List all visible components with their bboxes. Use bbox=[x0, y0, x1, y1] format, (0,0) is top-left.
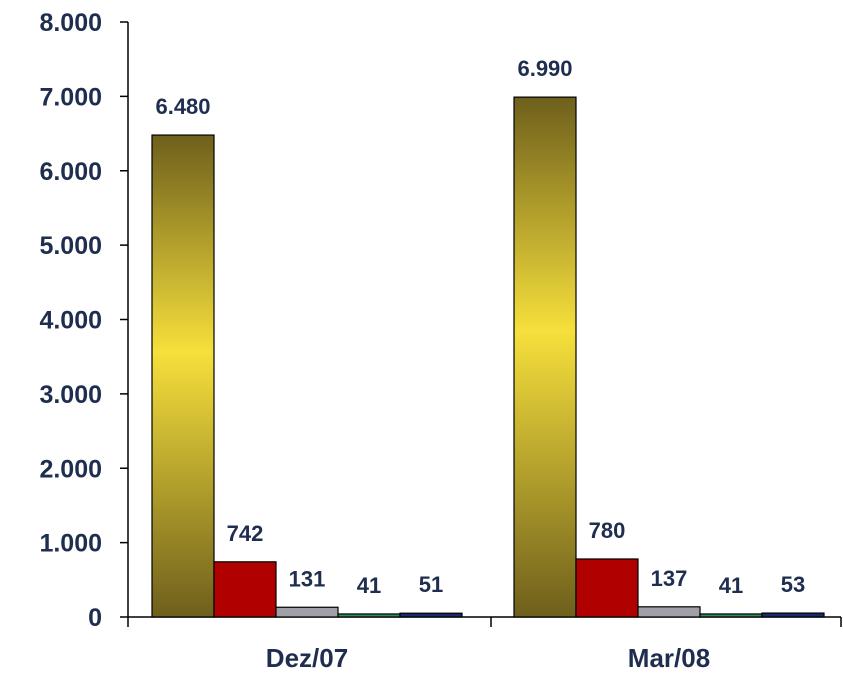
y-tick-label: 4.000 bbox=[39, 307, 102, 335]
bar bbox=[275, 606, 339, 618]
bar bbox=[575, 558, 639, 618]
data-label: 41 bbox=[719, 573, 743, 598]
data-label: 41 bbox=[357, 573, 381, 598]
data-label: 137 bbox=[651, 566, 688, 591]
y-tick-label: 8.000 bbox=[39, 9, 102, 37]
data-label: 6.990 bbox=[517, 56, 572, 81]
data-label: 53 bbox=[781, 572, 805, 597]
y-tick-label: 7.000 bbox=[39, 83, 102, 111]
x-category-label: Mar/08 bbox=[628, 643, 710, 673]
y-tick-label: 0 bbox=[88, 604, 102, 632]
y-tick-label: 6.000 bbox=[39, 158, 102, 186]
data-label: 131 bbox=[289, 566, 326, 591]
bar bbox=[213, 561, 277, 618]
bar bbox=[513, 96, 577, 618]
bar bbox=[399, 612, 463, 618]
data-label: 51 bbox=[419, 572, 443, 597]
bar bbox=[151, 134, 215, 618]
y-tick-label: 5.000 bbox=[39, 232, 102, 260]
y-tick-label: 3.000 bbox=[39, 381, 102, 409]
y-tick-label: 1.000 bbox=[39, 530, 102, 558]
bar bbox=[637, 606, 701, 618]
data-label: 6.480 bbox=[155, 94, 210, 119]
data-label: 742 bbox=[227, 521, 264, 546]
y-tick-label: 2.000 bbox=[39, 455, 102, 483]
bar bbox=[761, 612, 825, 618]
bar bbox=[337, 613, 401, 618]
bar bbox=[699, 613, 763, 618]
data-label: 780 bbox=[589, 518, 626, 543]
x-category-label: Dez/07 bbox=[266, 643, 348, 673]
